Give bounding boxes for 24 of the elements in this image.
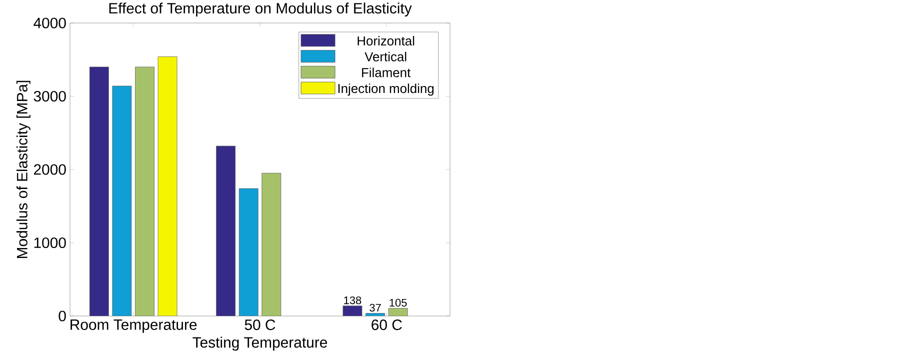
y-tick-label: 4000 bbox=[34, 18, 66, 28]
x-tick-label: 50 C bbox=[244, 320, 276, 330]
bar bbox=[238, 188, 258, 316]
x-tick-label: Room Temperature bbox=[70, 320, 197, 333]
data-label: 138 bbox=[344, 296, 362, 304]
x-tick-label: 60 C bbox=[372, 320, 402, 330]
legend-label: Vertical bbox=[364, 52, 406, 62]
y-tick-label: 2000 bbox=[34, 164, 66, 175]
bar bbox=[112, 86, 132, 316]
y-tick-label: 0 bbox=[58, 310, 66, 322]
legend-label: Filament bbox=[362, 68, 411, 78]
chart-title: Effect of Temperature on Modulus of Elasticity bbox=[109, 2, 412, 16]
data-label: 37 bbox=[370, 304, 381, 312]
y-tick-label: 3000 bbox=[34, 90, 66, 102]
legend-label: Injection molding bbox=[338, 84, 434, 96]
bar bbox=[216, 146, 236, 316]
legend-label: Horizontal bbox=[358, 36, 414, 46]
bar bbox=[262, 172, 282, 316]
bar bbox=[89, 66, 109, 316]
y-tick-label: 1000 bbox=[34, 237, 66, 248]
data-label: 105 bbox=[390, 298, 407, 307]
y-axis-title: Modulus of Elasticity [MPa] bbox=[16, 80, 30, 258]
bar bbox=[135, 66, 154, 316]
x-axis-title: Testing Temperature bbox=[192, 336, 328, 351]
